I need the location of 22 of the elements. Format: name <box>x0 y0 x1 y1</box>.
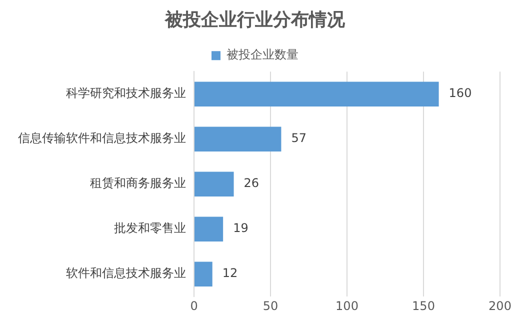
y-tick-label: 租赁和商务服务业 <box>90 176 186 190</box>
x-tick-label: 100 <box>336 298 358 313</box>
y-tick-label: 信息传输软件和信息技术服务业 <box>18 131 186 146</box>
x-tick-label: 200 <box>488 298 512 313</box>
x-tick-label: 50 <box>262 298 278 313</box>
bar <box>194 126 282 152</box>
bar <box>194 172 234 196</box>
x-tick-label: 150 <box>412 298 435 313</box>
data-label: 26 <box>244 176 260 190</box>
y-tick-label: 科学研究和技术服务业 <box>66 86 186 100</box>
data-label: 19 <box>233 221 248 236</box>
bar <box>194 82 439 106</box>
y-tick-label: 批发和零售业 <box>114 221 186 236</box>
data-label: 12 <box>222 266 238 280</box>
data-label: 160 <box>448 86 472 100</box>
data-label: 57 <box>291 131 306 146</box>
bar <box>194 216 224 242</box>
x-tick-label: 0 <box>190 298 198 313</box>
bar <box>194 262 212 286</box>
chart-title: 被投企业行业分布情况 <box>164 9 346 30</box>
legend-label: 被投企业数量 <box>226 48 298 62</box>
y-tick-label: 软件和信息技术服务业 <box>66 266 186 280</box>
